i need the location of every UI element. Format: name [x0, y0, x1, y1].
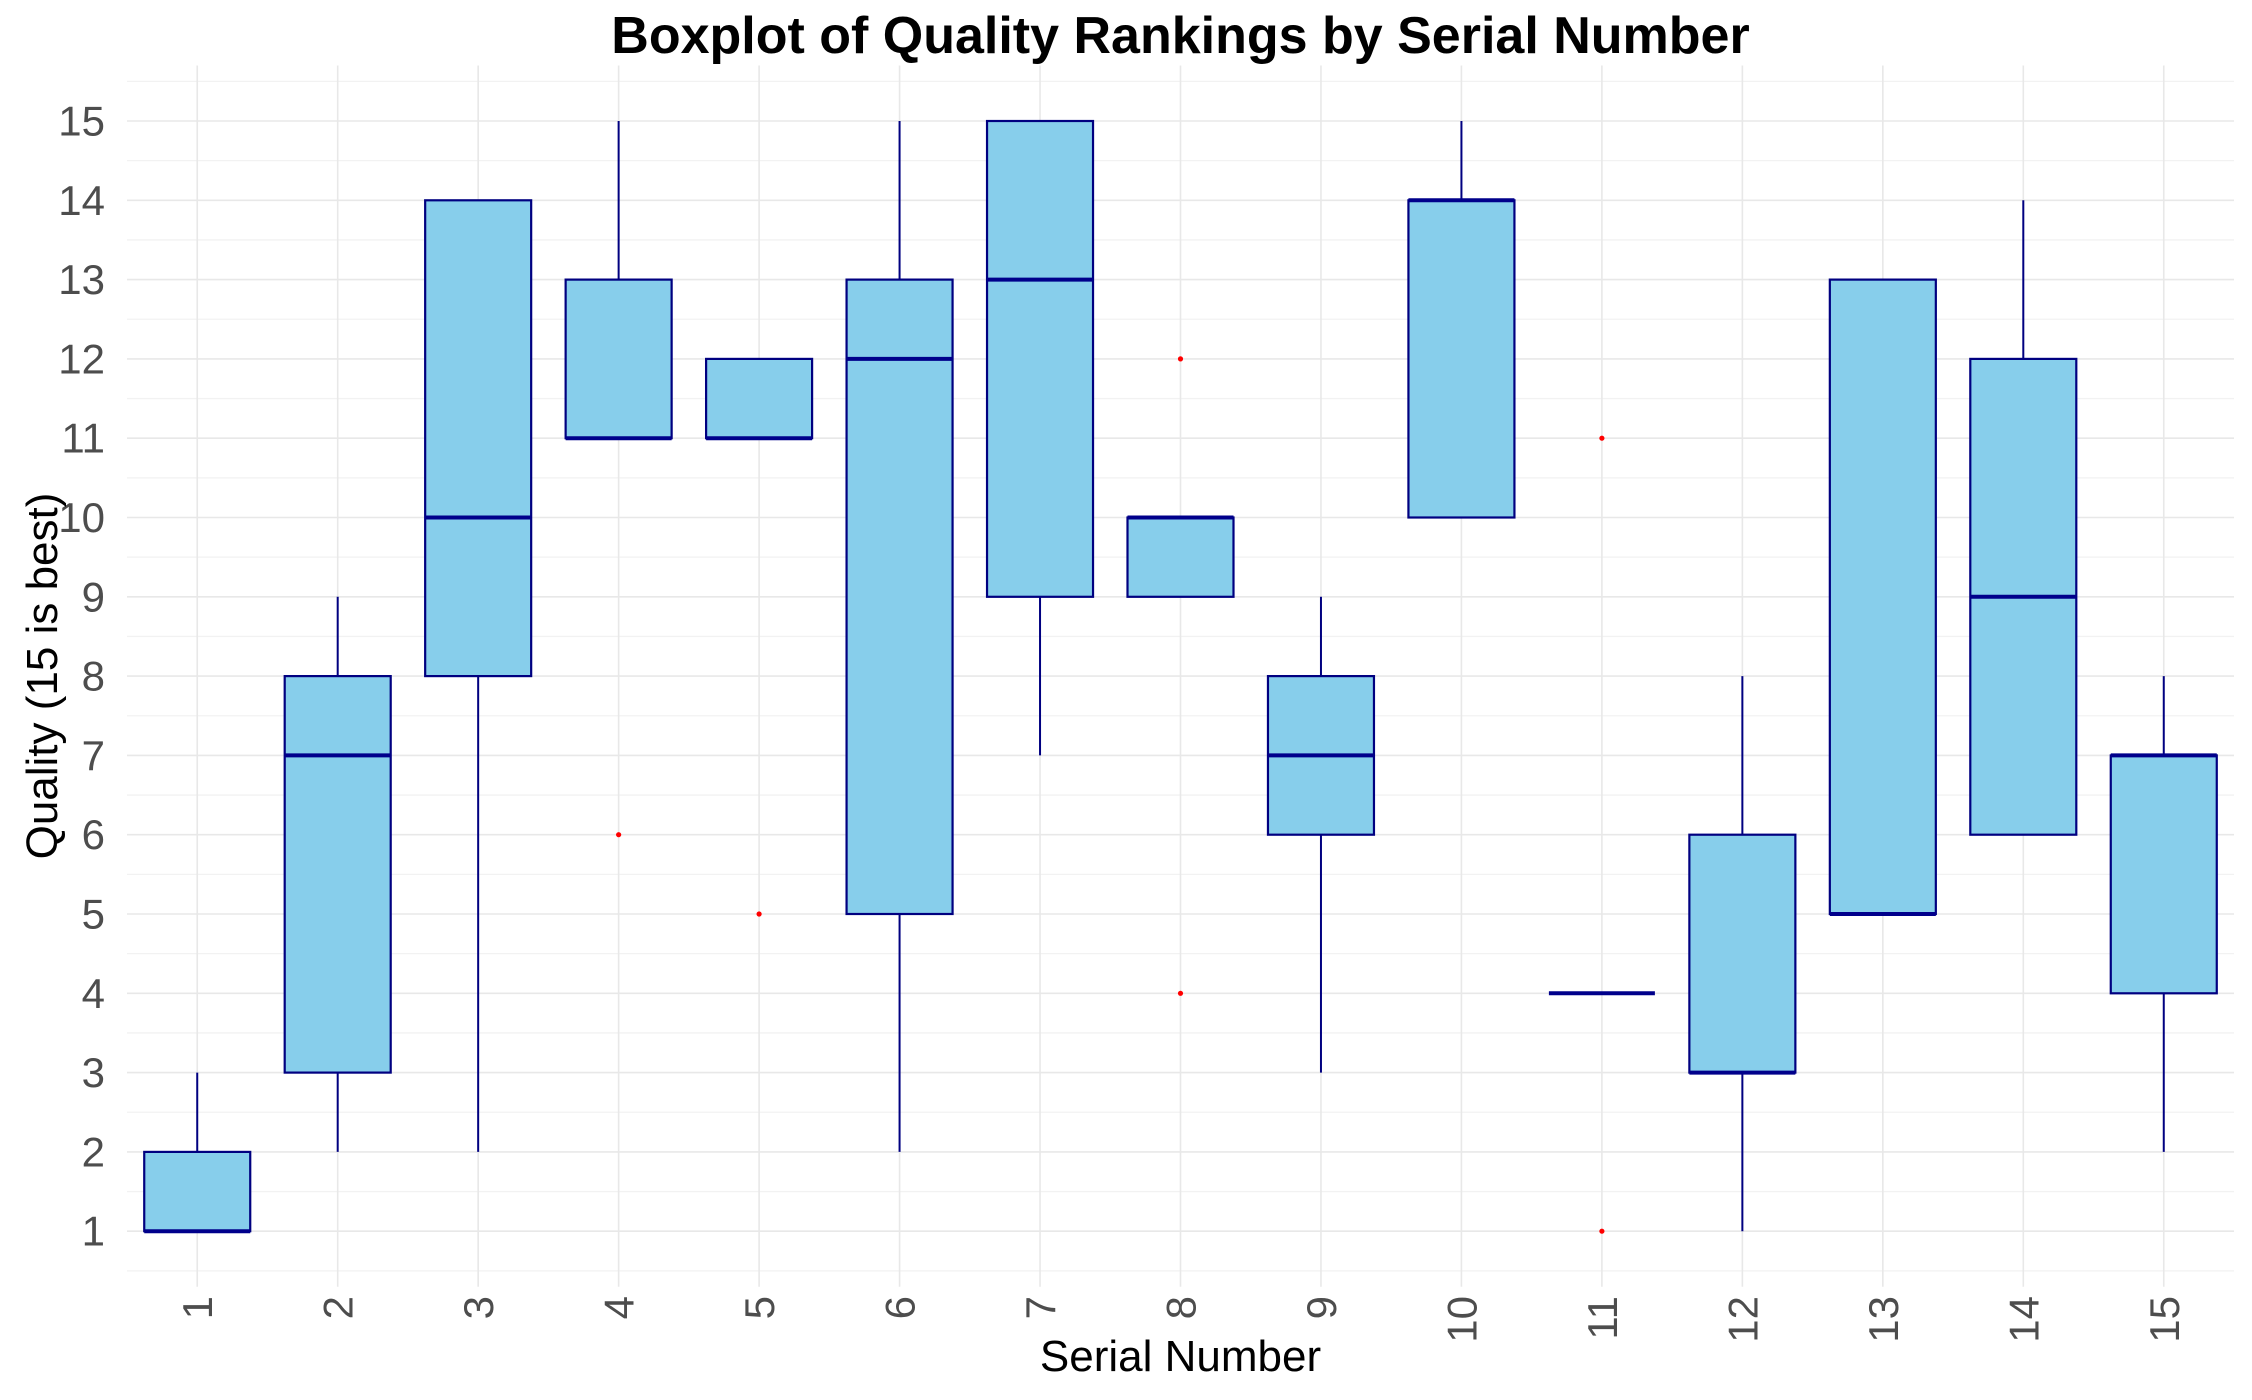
boxplot-serial-10 — [1407, 121, 1516, 519]
boxplot-serial-13 — [1828, 278, 1937, 916]
iqr-box — [985, 119, 1095, 598]
y-tick-label: 6 — [82, 811, 105, 858]
x-tick-label: 5 — [736, 1296, 783, 1319]
x-tick-label: 7 — [1017, 1296, 1064, 1319]
y-tick-label: 8 — [82, 653, 105, 700]
boxplot-serial-8 — [1126, 356, 1235, 996]
y-tick-label: 1 — [82, 1208, 105, 1255]
boxplot-serial-4 — [564, 121, 673, 838]
boxplot-serial-6 — [845, 121, 954, 1152]
x-tick-label: 3 — [455, 1296, 502, 1319]
iqr-box — [704, 357, 814, 440]
iqr-box — [283, 674, 392, 1074]
iqr-box — [143, 1150, 252, 1233]
x-tick-label: 15 — [2141, 1296, 2188, 1343]
y-tick-label: 12 — [58, 335, 105, 382]
iqr-box — [1828, 278, 1937, 916]
chart-title: Boxplot of Quality Rankings by Serial Nu… — [611, 7, 1750, 65]
x-tick-label: 14 — [2000, 1296, 2047, 1343]
y-tick-label: 14 — [58, 177, 105, 224]
boxplot-serial-11 — [1548, 435, 1655, 1234]
y-axis-title: Quality (15 is best) — [18, 492, 67, 860]
y-tick-label: 9 — [82, 573, 105, 620]
iqr-box — [2109, 754, 2218, 995]
y-tick-label: 2 — [82, 1128, 105, 1175]
boxplot-serial-12 — [1688, 676, 1797, 1232]
x-tick-label: 4 — [596, 1296, 643, 1319]
outlier-point — [756, 911, 762, 917]
boxplot-serial-9 — [1266, 596, 1376, 1073]
iqr-box — [845, 278, 954, 916]
boxplot-serial-14 — [1969, 200, 2078, 836]
x-tick-label: 10 — [1438, 1296, 1485, 1343]
y-tick-label: 7 — [82, 732, 105, 779]
boxplot-serial-2 — [283, 596, 392, 1152]
iqr-box — [1126, 516, 1235, 598]
x-axis-title: Serial Number — [1039, 1332, 1322, 1381]
outlier-point — [616, 832, 622, 838]
boxplot-serial-15 — [2109, 676, 2218, 1152]
iqr-box — [424, 199, 533, 678]
boxplot-serial-1 — [143, 1072, 252, 1234]
boxplot-serial-7 — [985, 119, 1095, 756]
boxplot-serial-3 — [424, 199, 533, 1152]
iqr-box — [564, 278, 673, 440]
x-tick-label: 2 — [315, 1296, 362, 1319]
x-tick-label: 11 — [1579, 1296, 1626, 1340]
x-tick-label: 8 — [1158, 1296, 1205, 1319]
y-tick-label: 4 — [82, 970, 105, 1017]
boxplot-serial-5 — [704, 357, 814, 917]
x-tick-label: 13 — [1860, 1296, 1907, 1343]
x-tick-label: 1 — [174, 1296, 221, 1319]
outlier-point — [1177, 990, 1184, 996]
outlier-point — [1177, 356, 1184, 362]
iqr-box — [1407, 199, 1516, 519]
y-tick-label: 13 — [58, 256, 105, 303]
y-tick-label: 10 — [58, 494, 105, 541]
x-tick-label: 12 — [1719, 1296, 1766, 1343]
y-tick-label: 11 — [61, 415, 105, 462]
y-tick-label: 5 — [82, 891, 105, 938]
y-tick-label: 15 — [58, 98, 105, 145]
outlier-point — [1599, 435, 1605, 441]
x-tick-label: 6 — [877, 1296, 924, 1319]
y-tick-label: 3 — [82, 1049, 105, 1096]
x-tick-label: 9 — [1298, 1296, 1345, 1319]
outlier-point — [1599, 1228, 1605, 1234]
iqr-box — [1688, 833, 1797, 1074]
